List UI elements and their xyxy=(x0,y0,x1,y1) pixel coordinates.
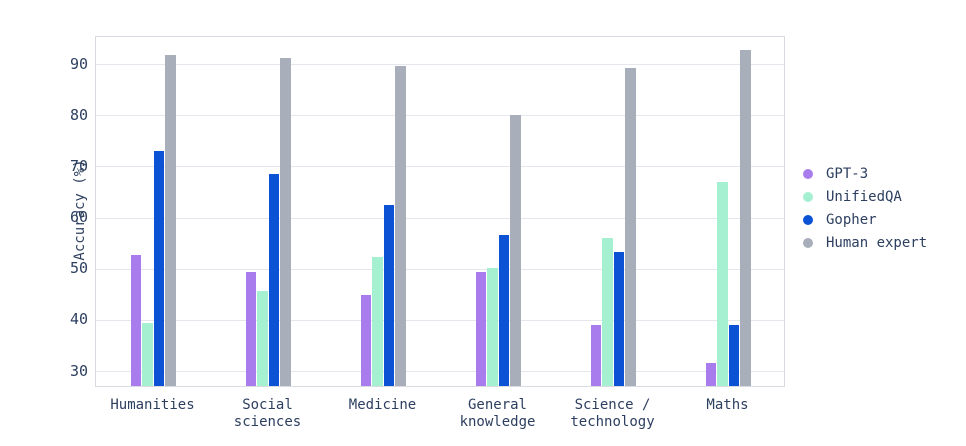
bar-unifiedqa-general-knowledge xyxy=(487,268,498,386)
x-category-label-maths: Maths xyxy=(706,397,749,413)
x-category-label-humanities: Humanities xyxy=(110,397,195,413)
y-tick-label-30: 30 xyxy=(69,361,88,380)
legend-item-gopher: Gopher xyxy=(803,208,927,231)
legend-item-human-expert: Human expert xyxy=(803,231,927,254)
bar-human-expert-maths xyxy=(740,50,751,386)
bar-unifiedqa-social-sciences xyxy=(257,290,268,386)
bar-gpt-3-humanities xyxy=(130,255,142,386)
x-category-label-general-knowledge: General knowledge xyxy=(459,397,536,430)
bar-gopher-social-sciences xyxy=(268,174,280,386)
legend-label-human-expert: Human expert xyxy=(826,234,928,251)
legend-label-unifiedqa: UnifiedQA xyxy=(826,188,902,205)
bar-unifiedqa-medicine xyxy=(372,256,383,386)
bar-human-expert-science-technology xyxy=(625,68,636,386)
bar-human-expert-social-sciences xyxy=(280,57,291,386)
gridline-90 xyxy=(96,64,784,66)
y-tick-label-80: 80 xyxy=(69,105,88,124)
legend-swatch-gpt-3-icon xyxy=(803,168,813,179)
legend-swatch-unifiedqa-icon xyxy=(803,191,813,202)
bar-gpt-3-social-sciences xyxy=(245,272,257,386)
gridline-80 xyxy=(96,115,784,117)
bar-gopher-maths xyxy=(728,324,740,386)
gridline-70 xyxy=(96,166,784,168)
legend-swatch-gopher-icon xyxy=(803,214,813,225)
gridline-50 xyxy=(96,268,784,270)
legend-label-gpt-3: GPT-3 xyxy=(826,165,869,182)
bar-human-expert-general-knowledge xyxy=(510,115,521,386)
legend-item-gpt-3: GPT-3 xyxy=(803,162,927,185)
bar-unifiedqa-humanities xyxy=(142,322,153,386)
gridline-40 xyxy=(96,319,784,321)
y-tick-label-90: 90 xyxy=(69,54,88,73)
plot-area xyxy=(95,36,785,387)
y-tick-label-70: 70 xyxy=(69,156,88,175)
x-category-label-science-technology: Science / technology xyxy=(570,397,655,430)
legend-item-unifiedqa: UnifiedQA xyxy=(803,185,927,208)
bar-unifiedqa-science-technology xyxy=(602,237,613,386)
bar-gopher-humanities xyxy=(153,150,165,386)
bar-gopher-general-knowledge xyxy=(498,234,510,386)
legend-label-gopher: Gopher xyxy=(826,211,877,228)
legend: GPT-3 UnifiedQA Gopher Human expert xyxy=(803,162,927,254)
bar-gpt-3-medicine xyxy=(360,295,372,386)
y-tick-label-40: 40 xyxy=(69,310,88,329)
gridline-30 xyxy=(96,371,784,373)
legend-swatch-human-expert-icon xyxy=(803,237,813,248)
gridline-60 xyxy=(96,217,784,219)
bar-gopher-medicine xyxy=(383,205,395,386)
bar-gopher-science-technology xyxy=(613,252,625,386)
x-category-label-social-sciences: Social sciences xyxy=(233,397,302,430)
bar-gpt-3-science-technology xyxy=(590,324,602,386)
x-category-label-medicine: Medicine xyxy=(348,397,417,413)
bar-gpt-3-general-knowledge xyxy=(475,272,487,386)
bar-human-expert-medicine xyxy=(395,66,406,386)
bar-human-expert-humanities xyxy=(165,54,176,386)
y-tick-label-50: 50 xyxy=(69,259,88,278)
y-tick-label-60: 60 xyxy=(69,208,88,227)
bar-unifiedqa-maths xyxy=(717,182,728,386)
bar-gpt-3-maths xyxy=(705,362,717,386)
